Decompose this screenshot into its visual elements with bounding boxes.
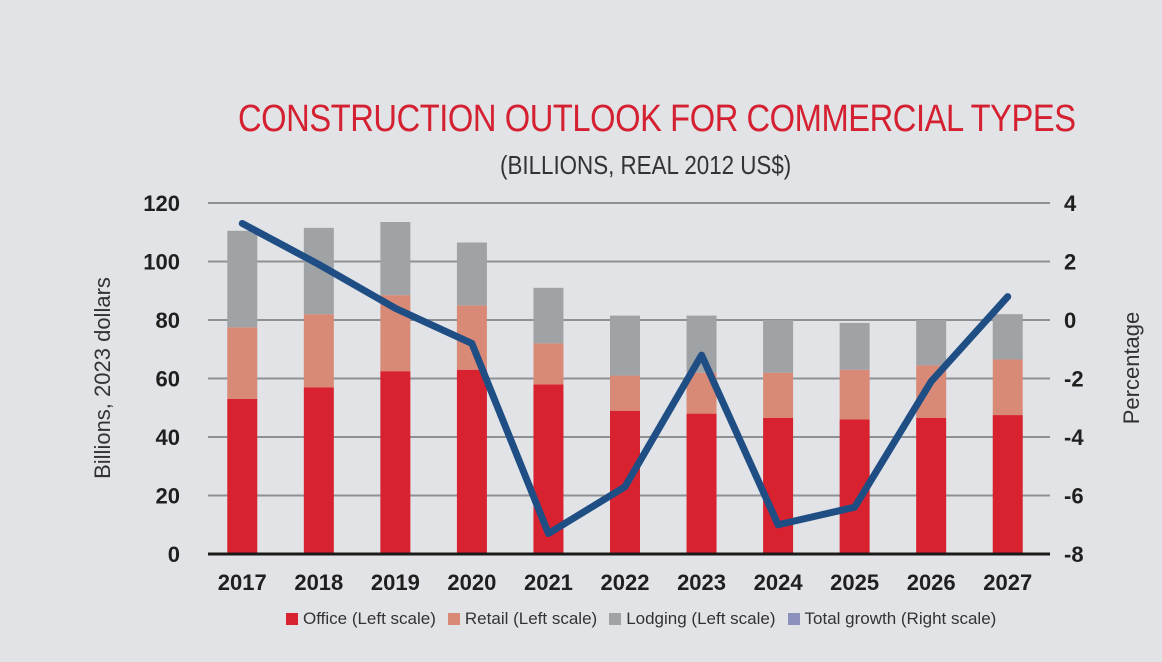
point-total-growth-2018	[318, 263, 320, 265]
legend-item: Total growth (Right scale)	[787, 609, 997, 629]
y2-tick-label: -8	[1064, 542, 1084, 567]
bar-retail-2024	[763, 372, 794, 418]
x-tick-label: 2022	[601, 570, 650, 595]
legend-label: Office (Left scale)	[303, 609, 436, 628]
bar-office-2020	[456, 369, 487, 554]
bar-retail-2027	[992, 359, 1023, 416]
y2-tick-label: 2	[1064, 250, 1076, 275]
legend-swatch	[286, 613, 298, 625]
point-total-growth-2017	[241, 222, 243, 224]
bar-retail-2018	[303, 314, 334, 388]
legend-item: Office (Left scale)	[286, 609, 436, 629]
legend-swatch	[609, 613, 622, 625]
legend-item: Lodging (Left scale)	[609, 609, 776, 629]
bar-lodging-2019	[380, 222, 411, 296]
bar-office-2017	[227, 398, 258, 554]
bar-retail-2025	[839, 369, 870, 420]
point-total-growth-2026	[930, 380, 932, 382]
y-tick-label: 40	[156, 425, 180, 450]
y2-tick-label: -2	[1064, 367, 1084, 392]
x-tick-label: 2020	[447, 570, 496, 595]
y-axis-label: Billions, 2023 dollars	[90, 277, 115, 479]
bar-lodging-2023	[686, 315, 717, 373]
point-total-growth-2025	[854, 506, 856, 508]
point-total-growth-2021	[547, 533, 549, 535]
y-tick-label: 20	[156, 484, 180, 509]
y2-tick-label: 4	[1064, 191, 1077, 216]
point-total-growth-2020	[471, 342, 473, 344]
y2-axis-label: Percentage	[1119, 312, 1144, 425]
bar-lodging-2017	[227, 230, 258, 328]
x-tick-label: 2023	[677, 570, 726, 595]
y-tick-label: 60	[156, 367, 180, 392]
x-tick-label: 2027	[983, 570, 1032, 595]
legend-item: Retail (Left scale)	[447, 609, 598, 629]
point-total-growth-2019	[394, 307, 396, 309]
y2-tick-label: -4	[1064, 425, 1084, 450]
bar-retail-2021	[533, 343, 564, 385]
y-tick-label: 120	[143, 191, 180, 216]
chart-subtitle: (BILLIONS, REAL 2012 US$)	[500, 150, 792, 180]
bar-lodging-2021	[533, 287, 564, 344]
y-tick-label: 0	[168, 542, 180, 567]
bar-lodging-2026	[916, 320, 947, 366]
y2-tick-label: 0	[1064, 308, 1076, 333]
bar-office-2024	[763, 417, 794, 554]
x-tick-label: 2025	[830, 570, 879, 595]
y-tick-label: 100	[143, 250, 180, 275]
bar-retail-2022	[610, 375, 640, 411]
x-tick-label: 2021	[524, 570, 573, 595]
bar-lodging-2022	[610, 315, 640, 376]
x-tick-label: 2018	[294, 570, 343, 595]
legend-swatch	[447, 613, 460, 625]
point-total-growth-2027	[1007, 296, 1009, 298]
bar-lodging-2020	[456, 242, 487, 306]
legend: Office (Left scale) Retail (Left scale) Lo…	[286, 609, 996, 629]
point-total-growth-2023	[701, 354, 703, 356]
y2-tick-label: -6	[1064, 484, 1084, 509]
legend-label: Lodging (Left scale)	[626, 609, 776, 628]
x-tick-label: 2019	[371, 570, 420, 595]
y-tick-label: 80	[156, 308, 180, 333]
bar-retail-2017	[227, 327, 258, 399]
bar-office-2023	[686, 413, 717, 554]
bar-lodging-2025	[839, 322, 870, 370]
x-tick-label: 2026	[907, 570, 956, 595]
point-total-growth-2024	[777, 524, 779, 526]
chart-title: CONSTRUCTION OUTLOOK FOR COMMERCIAL TYPE…	[238, 98, 1076, 140]
bar-office-2027	[992, 415, 1023, 554]
x-tick-label: 2024	[754, 570, 804, 595]
legend-label: Total growth (Right scale)	[804, 609, 997, 628]
legend-swatch	[787, 613, 800, 625]
point-total-growth-2022	[624, 486, 626, 488]
bar-office-2026	[916, 417, 947, 554]
bar-office-2018	[303, 387, 334, 554]
bar-lodging-2027	[992, 314, 1023, 360]
legend-label: Retail (Left scale)	[464, 609, 598, 628]
x-tick-label: 2017	[218, 570, 267, 595]
bar-office-2019	[380, 371, 411, 554]
bar-lodging-2024	[763, 320, 794, 373]
